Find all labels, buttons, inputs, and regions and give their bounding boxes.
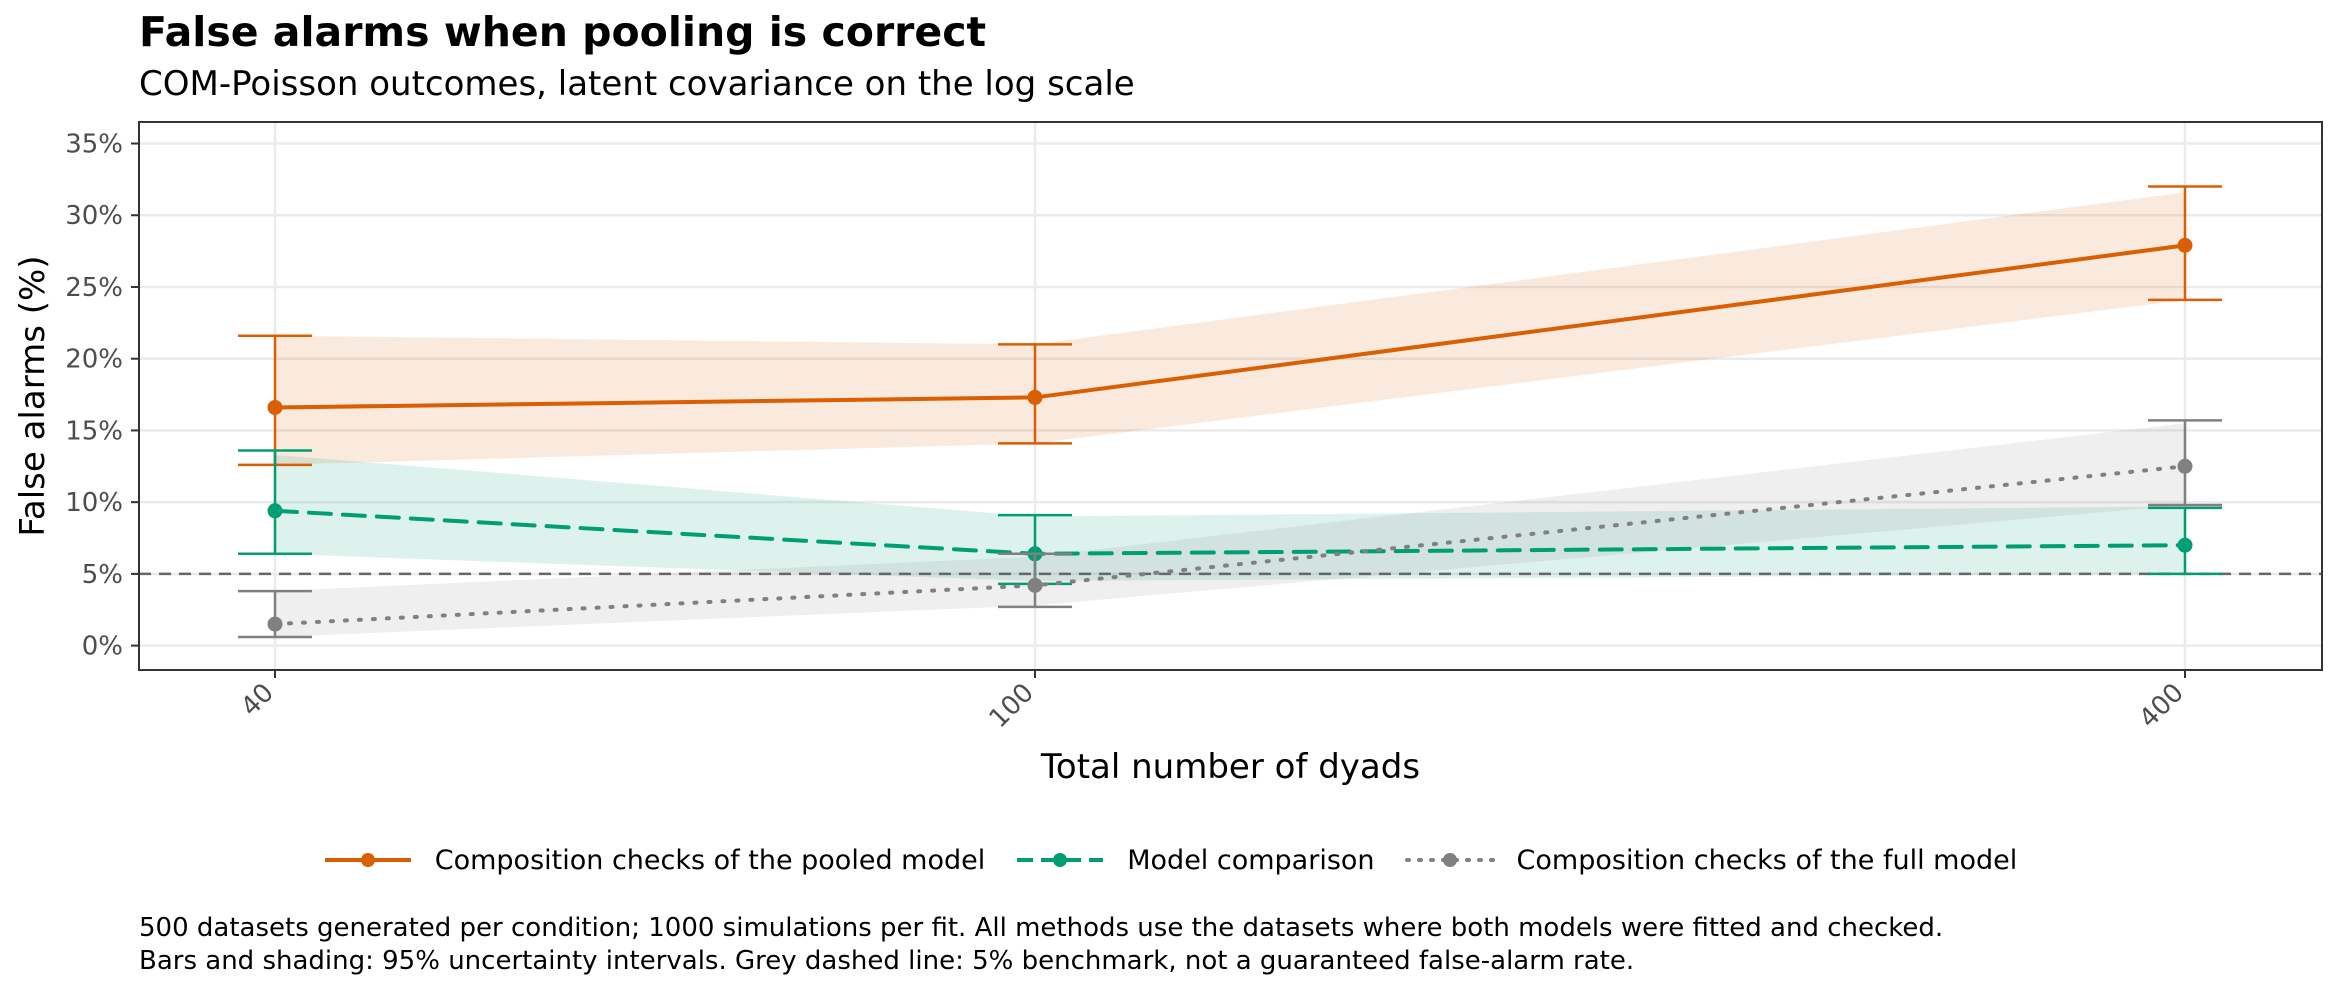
legend-item-full: Composition checks of the full model: [1404, 844, 2018, 876]
caption-line-1: 500 datasets generated per condition; 10…: [139, 913, 1944, 943]
x-tick-label: 40: [235, 678, 280, 723]
legend-label-full: Composition checks of the full model: [1516, 844, 2018, 876]
data-point: [1027, 389, 1043, 405]
y-tick-label: 30%: [65, 201, 123, 231]
plot-panel: [139, 122, 2322, 670]
x-tick-label: 400: [2134, 678, 2190, 734]
legend-label-pooled: Composition checks of the pooled model: [434, 844, 986, 876]
series-line: [273, 464, 2187, 627]
y-axis-title: False alarms (%): [13, 255, 53, 536]
x-axis-title: Total number of dyads: [1040, 747, 1420, 787]
data-point: [2177, 237, 2193, 253]
chart-title: False alarms when pooling is correct: [139, 8, 987, 56]
chart-caption: 500 datasets generated per condition; 10…: [139, 912, 1943, 978]
caption-line-2: Bars and shading: 95% uncertainty interv…: [139, 946, 1635, 976]
uncertainty-band: [275, 423, 2185, 638]
y-tick-label: 20%: [65, 345, 123, 375]
false-alarm-line-chart: 0% 5% 10% 15% 20% 25% 30% 35% 40 100 400 Total numb…: [13, 121, 2323, 787]
data-point: [2177, 537, 2193, 553]
legend-key-model-comparison: [1017, 853, 1104, 867]
x-tick-label: 100: [984, 678, 1040, 734]
y-tick-label: 0%: [82, 632, 123, 662]
data-point: [2177, 458, 2193, 474]
legend-item-model-comparison: Model comparison: [1015, 844, 1375, 876]
chart-legend: Composition checks of the pooled model M…: [0, 838, 2340, 882]
data-point: [267, 503, 283, 519]
y-tick-label: 35%: [65, 130, 123, 160]
data-point: [267, 399, 283, 415]
data-point: [267, 616, 283, 632]
legend-key-pooled: [324, 853, 411, 867]
legend-label-model-comparison: Model comparison: [1127, 844, 1375, 876]
legend-item-pooled: Composition checks of the pooled model: [323, 845, 985, 876]
chart-subtitle: COM-Poisson outcomes, latent covariance …: [139, 64, 1135, 104]
y-tick-label: 10%: [65, 488, 123, 518]
y-tick-label: 5%: [82, 560, 123, 590]
y-tick-label: 25%: [65, 273, 123, 303]
panel-border: [138, 121, 2323, 671]
legend-key-full: [1404, 853, 1495, 867]
y-tick-label: 15%: [65, 416, 123, 446]
data-point: [1027, 577, 1043, 593]
uncertainty-band: [275, 192, 2185, 465]
